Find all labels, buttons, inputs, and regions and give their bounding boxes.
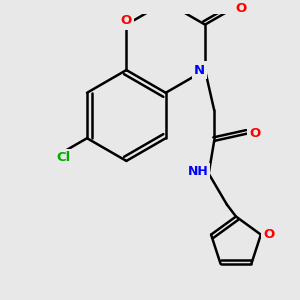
Text: O: O <box>235 2 246 15</box>
Text: O: O <box>121 14 132 28</box>
Text: O: O <box>263 228 275 241</box>
Text: Cl: Cl <box>57 151 71 164</box>
Text: NH: NH <box>188 165 208 178</box>
Text: O: O <box>249 127 260 140</box>
Text: N: N <box>194 64 205 76</box>
